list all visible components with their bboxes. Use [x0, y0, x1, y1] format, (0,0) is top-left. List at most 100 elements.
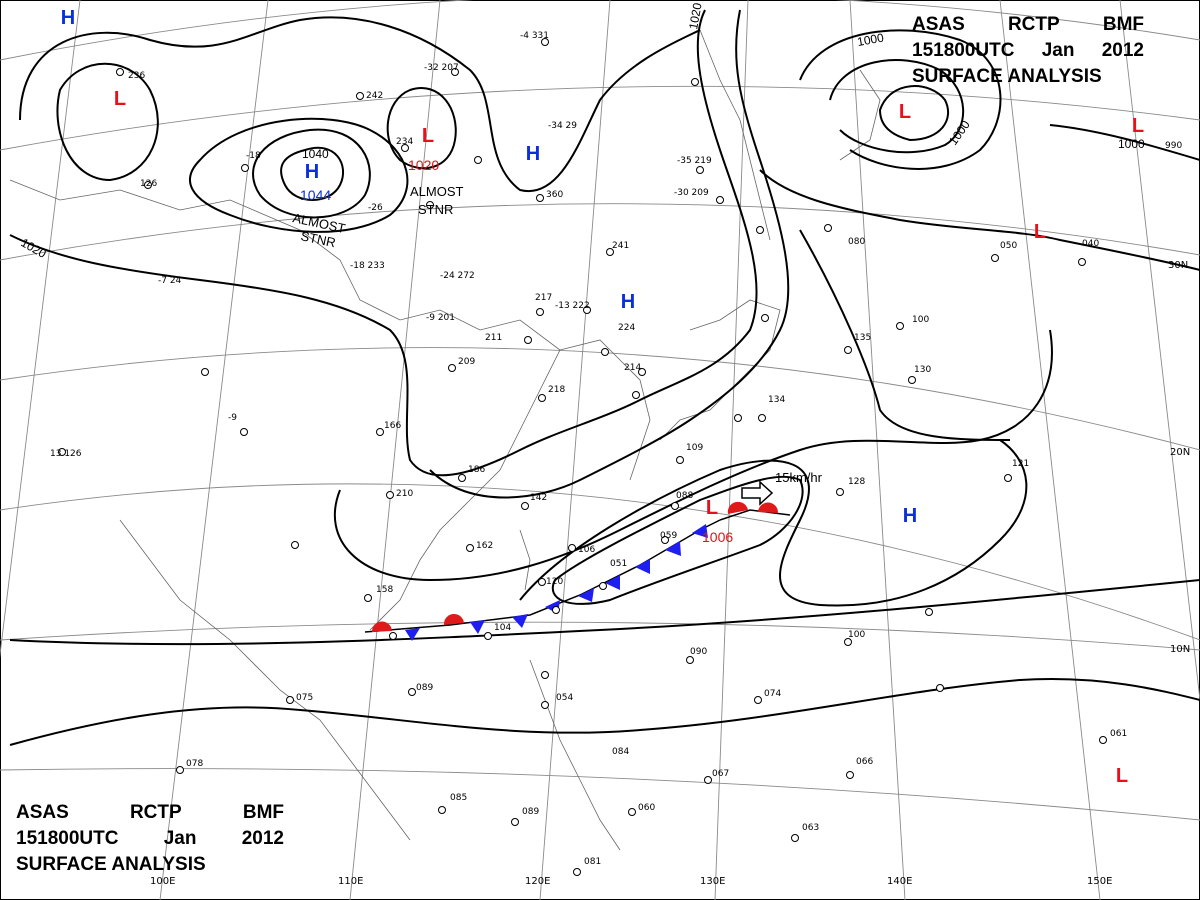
warm-front-semicircle [727, 501, 748, 514]
low-pressure-icon: L [1116, 765, 1128, 787]
station-observation-label: 210 [396, 489, 413, 499]
isobar-label: 1000 [856, 30, 885, 48]
isobar-label: 1000 [1118, 137, 1145, 151]
station-observation-label: 217 [535, 293, 552, 303]
isobar-1000-outer [799, 29, 1002, 170]
cold-front-triangle [692, 524, 708, 538]
station-observation-label: 061 [1110, 729, 1127, 739]
isobar-1020 [9, 9, 758, 477]
station-observation-label: 128 [848, 477, 865, 487]
low-pressure-icon: L [899, 101, 911, 123]
station-observation-label: 13 126 [50, 449, 82, 459]
station-observation-label: 088 [676, 491, 693, 501]
title-product: SURFACE ANALYSIS [912, 66, 1102, 87]
title-month: Jan [163, 828, 197, 849]
station-observation-label: 060 [638, 803, 655, 813]
coast-sakhalin [699, 29, 771, 241]
cold-front-triangle [635, 559, 650, 574]
coast-korea [559, 339, 651, 481]
title-station: RCTP [1007, 14, 1060, 35]
coast-mainland [9, 179, 561, 631]
isobar-1012-south [9, 579, 1200, 646]
isobar-label: 1020 [19, 235, 49, 261]
station-observation-label: 100 [848, 630, 865, 640]
title-year: 2012 [1101, 40, 1144, 61]
cold-front-triangle [605, 575, 620, 590]
low-pressure-icon: L [1034, 221, 1046, 243]
cold-front-triangle [405, 628, 420, 641]
station-observation-label: 085 [450, 793, 467, 803]
station-observation-label: 081 [584, 857, 601, 867]
parallel-50n [0, 0, 1200, 61]
isobar-1012 [334, 329, 1053, 582]
parallel-10n [0, 621, 1200, 651]
high-pressure-icon: H [61, 7, 75, 29]
station-observation-label: 089 [522, 807, 539, 817]
station-observation-label: 106 [578, 545, 595, 555]
cold-front-triangle [512, 614, 528, 628]
station-observation-label: 066 [856, 757, 873, 767]
annotations: ALMOST STNR ALMOST STNR 15km/hr [291, 184, 822, 485]
station-observation-label: 126 [140, 179, 157, 189]
meridian-130e [714, 0, 749, 900]
isobar-1028 [19, 16, 701, 193]
high-pressure-icon: H [526, 143, 540, 165]
high-center-pressure: 1044 [300, 187, 331, 203]
low-pressure-icon: L [1132, 115, 1144, 137]
pressure-systems: H H H H H L L L L L L L 1044 1020 1006 [61, 7, 1144, 787]
longitude-label: 120E [525, 876, 550, 887]
almost-stnr-label: ALMOST [410, 184, 464, 199]
coast-philippines [529, 659, 621, 851]
station-observation-label: 241 [612, 241, 629, 251]
station-observation-label: -13 222 [555, 301, 590, 311]
isobar-low-north [386, 87, 457, 170]
isobar-1008-east [799, 229, 1011, 441]
title-code: BMF [242, 802, 284, 823]
longitude-label: 150E [1087, 876, 1112, 887]
station-observation-label: -7 24 [158, 276, 182, 286]
coast-taiwan [519, 529, 531, 591]
station-observation-label: -9 [228, 413, 237, 423]
station-observation-label: -35 219 [677, 156, 712, 166]
meridian-100e [159, 0, 269, 900]
isobar-low-west [56, 62, 159, 182]
meridian-140e [849, 0, 906, 900]
station-observation-label: 134 [768, 395, 785, 405]
low-pressure-icon: L [114, 88, 126, 110]
station-observation-label: 100 [912, 315, 929, 325]
parallel-40n [0, 85, 1200, 151]
almost-stnr-label: STNR [299, 228, 337, 250]
coastlines [9, 29, 881, 851]
cold-front-triangles [405, 524, 708, 641]
isobar-1008-south [9, 678, 1200, 746]
station-observation-label: -9 201 [426, 313, 455, 323]
isobar-1040 [280, 146, 345, 201]
station-observation-label: 059 [660, 531, 677, 541]
coast-japan [659, 299, 781, 441]
latitude-label: 10N [1170, 644, 1190, 655]
station-observation-label: 214 [624, 363, 641, 373]
isobar-label: 1000 [946, 118, 973, 148]
station-observation-label: -18 [246, 151, 261, 161]
station-observation-label: 050 [1000, 241, 1017, 251]
station-observation-label: 067 [712, 769, 729, 779]
graticule-labels: 30N 20N 10N 100E 110E 120E 130E 140E 150E [150, 260, 1190, 887]
title-agency: ASAS [912, 14, 965, 35]
station-observation-label: 158 [376, 585, 393, 595]
station-observation-label: 209 [458, 357, 475, 367]
high-pressure-icon: H [903, 505, 917, 527]
low-center-pressure: 1020 [408, 157, 439, 173]
title-code: BMF [1102, 14, 1144, 35]
isobar-labels: 1040 1020 1020 1000 1000 1000 [19, 1, 1146, 261]
low-center-pressure: 1006 [702, 529, 733, 545]
parallel-20n [0, 347, 1200, 451]
station-observation-label: 211 [485, 333, 502, 343]
station-observation-label: 054 [556, 693, 573, 703]
title-year: 2012 [241, 828, 284, 849]
motion-arrow-icon [741, 480, 774, 506]
latitude-label: 30N [1168, 260, 1188, 271]
